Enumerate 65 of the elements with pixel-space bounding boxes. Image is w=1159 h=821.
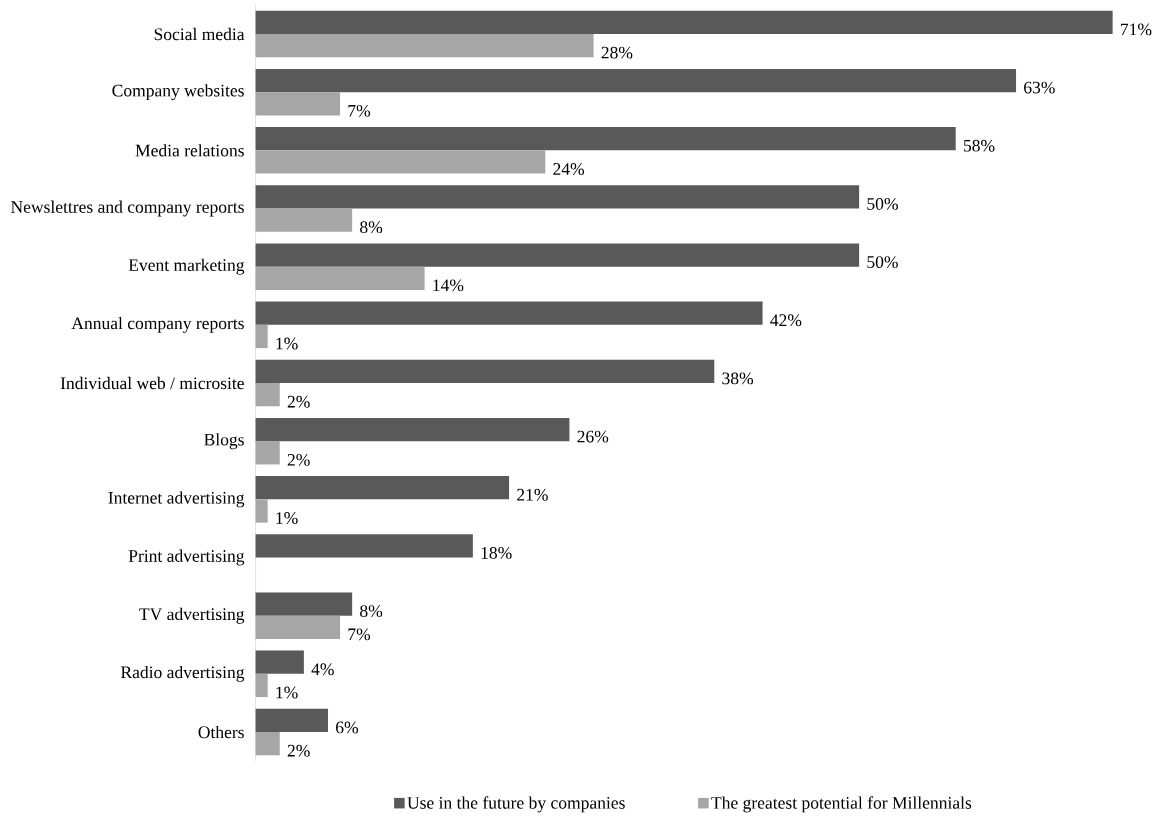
y-tick-label: Annual company reports [71, 317, 244, 334]
data-label: 1% [276, 337, 298, 350]
data-label: 28% [601, 46, 633, 59]
bar [255, 418, 570, 442]
data-label: 14% [433, 279, 464, 292]
y-tick-label: Radio advertising [120, 666, 245, 683]
y-tick-label: Media relations [135, 144, 244, 157]
y-tick-label: Blogs [204, 433, 244, 450]
bar [255, 127, 956, 151]
bar [255, 92, 341, 116]
y-tick-label: Social media [154, 28, 245, 41]
data-label: 6% [336, 721, 359, 734]
bar [255, 674, 268, 698]
bar [255, 243, 860, 267]
bar [255, 592, 353, 616]
legend-label: The greatest potential for Millennials [711, 796, 972, 813]
data-label: 42% [770, 314, 802, 327]
bar [255, 325, 268, 349]
legend-label: Use in the future by companies [407, 796, 625, 813]
bar [255, 732, 280, 756]
bar [255, 534, 473, 558]
data-label: 2% [287, 454, 310, 467]
y-tick-label: Others [198, 726, 244, 739]
data-label: 50% [867, 198, 898, 211]
bar [255, 499, 268, 523]
data-label: 1% [276, 686, 298, 699]
data-label: 4% [311, 663, 334, 676]
bar [255, 476, 510, 500]
data-label: 50% [867, 256, 898, 269]
data-label: 2% [287, 395, 310, 408]
data-label: 1% [276, 512, 298, 525]
bar [255, 208, 353, 232]
y-tick-label: Newslettres and company reports [11, 200, 244, 217]
data-label: 24% [553, 163, 585, 176]
data-label: 58% [963, 140, 995, 152]
data-label: 2% [287, 744, 310, 757]
bar [255, 301, 763, 326]
bar [255, 359, 715, 384]
y-tick-label: Print advertising [128, 549, 245, 566]
bar [255, 266, 425, 291]
data-label: 8% [360, 605, 383, 618]
bar [255, 383, 280, 407]
bar [255, 708, 329, 733]
bar [255, 10, 1113, 35]
bar [255, 615, 341, 640]
y-tick-label: TV advertising [139, 607, 245, 624]
data-label: 7% [348, 628, 371, 641]
bar [255, 69, 1017, 93]
bar [255, 34, 594, 58]
y-tick-label: Company websites [112, 84, 244, 101]
y-tick-label: Individual web / microsite [60, 377, 244, 390]
data-label: 71% [1121, 23, 1152, 36]
bar [255, 185, 860, 209]
y-tick-label: Event marketing [128, 258, 245, 275]
data-label: 21% [517, 489, 548, 501]
data-label: 26% [577, 430, 609, 443]
data-label: 18% [481, 547, 512, 560]
y-tick-label: Internet advertising [108, 491, 245, 508]
data-label: 7% [348, 105, 371, 117]
data-label: 8% [360, 221, 383, 234]
data-label: 38% [722, 372, 754, 385]
bar [255, 441, 280, 465]
bar [255, 650, 304, 675]
bar [255, 150, 546, 174]
data-label: 63% [1024, 81, 1055, 94]
